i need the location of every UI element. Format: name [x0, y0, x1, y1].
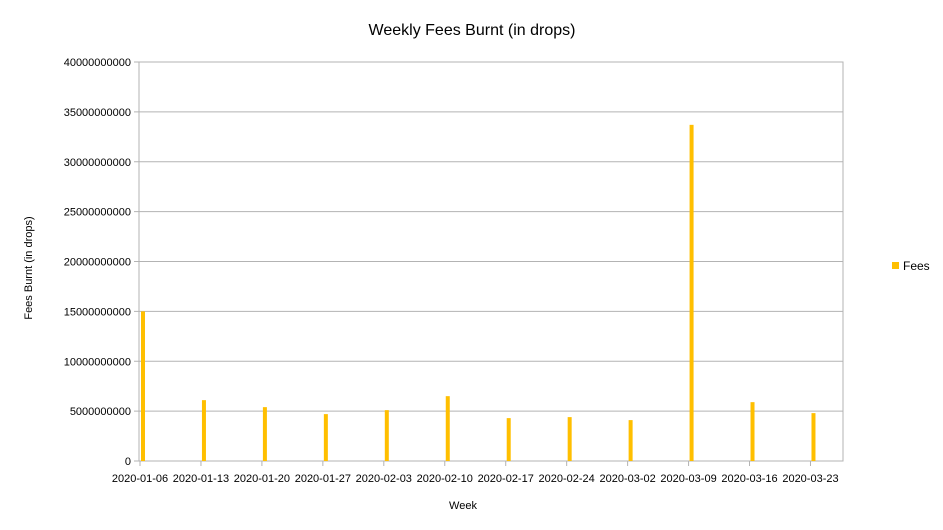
x-tick-label: 2020-02-10: [417, 473, 473, 485]
x-tick-label: 2020-01-13: [173, 473, 229, 485]
x-tick-label: 2020-02-24: [539, 473, 595, 485]
x-tick-label: 2020-01-20: [234, 473, 290, 485]
x-tick-label: 2020-03-23: [782, 473, 838, 485]
x-axis-title: Week: [449, 500, 477, 512]
bars: [141, 124, 816, 461]
y-tick-label: 10000000000: [64, 356, 131, 368]
legend-label: Fees: [903, 259, 930, 273]
x-tick-label: 2020-03-16: [721, 473, 777, 485]
bar: [141, 311, 145, 461]
bar: [323, 414, 328, 461]
legend-swatch: [892, 262, 899, 269]
bar: [628, 420, 633, 461]
x-tick-label: 2020-03-02: [599, 473, 655, 485]
x-tick-label: 2020-01-06: [112, 473, 168, 485]
legend: Fees: [892, 259, 930, 273]
bar: [811, 413, 816, 461]
y-axis-title: Fees Burnt (in drops): [23, 216, 35, 319]
y-tick-label: 0: [125, 456, 131, 468]
x-tick-label: 2020-02-17: [478, 473, 534, 485]
y-axis-ticks: 0 5000000000 10000000000 15000000000 2000000…: [64, 57, 139, 468]
y-tick-label: 40000000000: [64, 57, 131, 69]
bar: [384, 410, 389, 461]
x-tick-label: 2020-03-09: [660, 473, 716, 485]
bar: [567, 417, 572, 461]
bar: [750, 402, 755, 461]
bar: [689, 124, 694, 461]
bar: [506, 418, 511, 461]
bar: [445, 396, 450, 461]
y-tick-label: 25000000000: [64, 207, 131, 219]
chart-title: Weekly Fees Burnt (in drops): [369, 22, 576, 39]
gridlines: [139, 61, 843, 462]
y-tick-label: 5000000000: [70, 406, 131, 418]
y-tick-label: 35000000000: [64, 107, 131, 119]
y-tick-label: 20000000000: [64, 257, 131, 269]
y-tick-label: 15000000000: [64, 306, 131, 318]
x-axis-ticks: 2020-01-06 2020-01-13 2020-01-20 2020-01-27…: [112, 461, 839, 485]
y-tick-label: 30000000000: [64, 157, 131, 169]
bar: [201, 400, 206, 461]
x-tick-label: 2020-02-03: [356, 473, 412, 485]
bar: [262, 407, 267, 461]
x-tick-label: 2020-01-27: [295, 473, 351, 485]
